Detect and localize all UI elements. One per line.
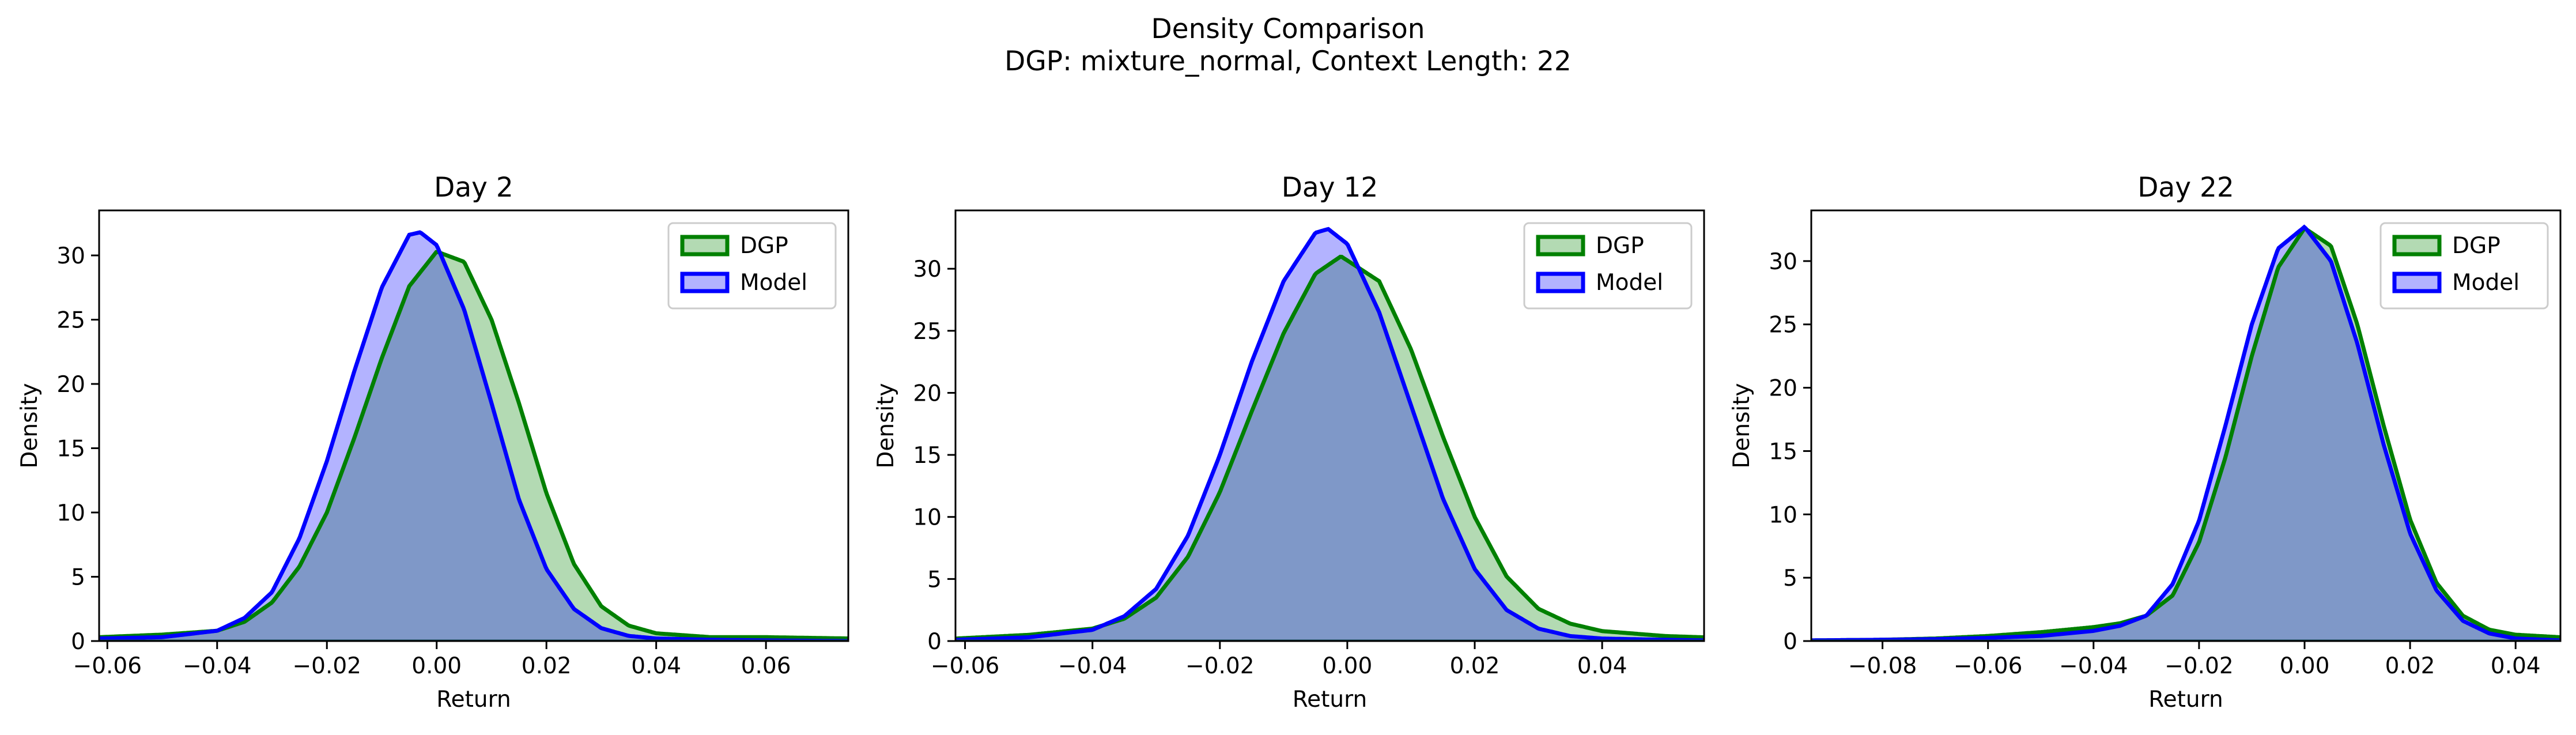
legend: DGP Model	[1523, 222, 1693, 310]
x-tick-label: 0.02	[522, 653, 572, 679]
subplot-title: Day 22	[2137, 172, 2234, 203]
y-tick-label: 15	[56, 436, 85, 462]
legend-swatch-model	[680, 272, 730, 293]
x-axis-label: Return	[436, 687, 511, 713]
x-tick-label: 0.02	[1450, 653, 1500, 679]
y-tick-label: 10	[1769, 502, 1797, 528]
axes-frame	[98, 209, 849, 642]
y-tick-label: 0	[1783, 629, 1797, 655]
y-axis-label: Density	[17, 383, 43, 468]
legend-label-model: Model	[2452, 270, 2520, 296]
x-axis-label: Return	[2148, 687, 2223, 713]
subplot-day-2: −0.06 −0.04 −0.02 0.00 0.02 0.04 0.06 0 5 10 15 20 2…	[17, 172, 849, 713]
x-tick-label: 0.06	[741, 653, 791, 679]
y-axis-label: Density	[1729, 383, 1755, 468]
y-tick-label: 25	[56, 308, 85, 334]
legend: DGP Model	[667, 222, 837, 310]
x-tick-label: 0.04	[2491, 653, 2541, 679]
x-tick-label: 0.00	[1322, 653, 1372, 679]
y-tick-label: 25	[913, 319, 942, 345]
x-tick-label: 0.02	[2385, 653, 2435, 679]
x-tick-label: −0.02	[292, 653, 361, 679]
legend-label-dgp: DGP	[1596, 233, 1644, 259]
y-tick-label: 15	[1769, 439, 1797, 465]
subplot-day-22: −0.08 −0.06 −0.04 −0.02 0.00 0.02 0.04 0 5 10 15 20…	[1729, 172, 2562, 713]
y-tick-label: 0	[71, 629, 85, 655]
legend-swatch-model	[1536, 272, 1585, 293]
legend-swatch-dgp	[680, 235, 730, 257]
y-tick-label: 0	[927, 629, 942, 655]
y-tick-label: 5	[71, 565, 85, 591]
y-tick-label: 5	[1783, 566, 1797, 591]
y-tick-label: 10	[913, 505, 942, 531]
legend: DGP Model	[2379, 222, 2549, 310]
figure-title-line-1: Density Comparison	[1151, 13, 1425, 45]
axes-frame	[954, 209, 1705, 642]
legend-label-model: Model	[740, 270, 807, 296]
x-axis-label: Return	[1293, 687, 1367, 713]
x-tick-label: −0.04	[2059, 653, 2128, 679]
figure-title-line-2: DGP: mixture_normal, Context Length: 22	[1004, 46, 1572, 77]
model-density-line	[1811, 224, 2560, 641]
legend-label-model: Model	[1596, 270, 1663, 296]
y-axis-label: Density	[873, 383, 899, 468]
x-tick-label: 0.00	[2280, 653, 2330, 679]
y-tick-label: 20	[1769, 376, 1797, 402]
subplot-title: Day 2	[434, 172, 513, 203]
overlap-density-area	[1811, 228, 2560, 641]
x-tick-label: −0.02	[2165, 653, 2234, 679]
legend-swatch-dgp	[2392, 235, 2442, 257]
axes-frame	[1810, 209, 2562, 642]
x-tick-label: 0.04	[631, 653, 681, 679]
subplot-day-12: −0.06 −0.04 −0.02 0.00 0.02 0.04 0 5 10 15 20 25 30 D…	[873, 172, 1705, 713]
x-tick-label: −0.04	[183, 653, 252, 679]
y-tick-label: 15	[913, 443, 942, 469]
legend-label-dgp: DGP	[2452, 233, 2501, 259]
subplot-title: Day 12	[1282, 172, 1378, 203]
overlap-density-area	[955, 257, 1704, 641]
y-tick-label: 25	[1769, 312, 1797, 338]
x-tick-label: −0.08	[1848, 653, 1917, 679]
x-tick-label: −0.04	[1058, 653, 1127, 679]
y-tick-label: 30	[56, 243, 85, 269]
x-tick-label: −0.06	[73, 653, 142, 679]
y-tick-label: 10	[56, 500, 85, 526]
x-tick-label: −0.06	[1954, 653, 2023, 679]
y-tick-label: 5	[927, 567, 942, 593]
legend-swatch-dgp	[1536, 235, 1585, 257]
x-tick-label: −0.02	[1185, 653, 1255, 679]
y-tick-label: 20	[913, 380, 942, 406]
legend-swatch-model	[2392, 272, 2442, 293]
model-density-line	[955, 227, 1704, 641]
y-tick-label: 30	[913, 257, 942, 282]
x-tick-label: 0.00	[411, 653, 462, 679]
y-tick-label: 30	[1769, 249, 1797, 275]
legend-label-dgp: DGP	[740, 233, 788, 259]
y-tick-label: 20	[56, 372, 85, 398]
x-tick-label: 0.04	[1577, 653, 1627, 679]
overlap-density-area	[99, 252, 848, 641]
x-tick-label: −0.06	[931, 653, 1000, 679]
